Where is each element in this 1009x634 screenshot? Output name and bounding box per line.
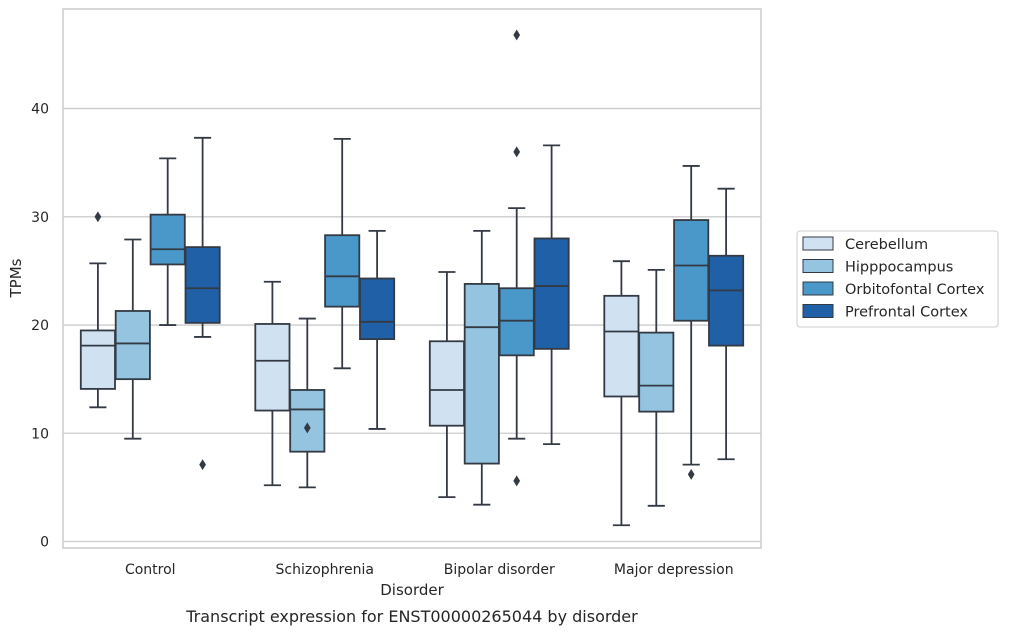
box-iqr xyxy=(79,329,116,390)
x-tick-label: Bipolar disorder xyxy=(444,562,555,578)
legend-swatch xyxy=(802,259,834,273)
box-2 xyxy=(533,144,570,445)
box-3 xyxy=(708,187,745,461)
x-tick-label: Schizophrenia xyxy=(276,562,374,578)
box-iqr xyxy=(184,246,221,324)
box-2 xyxy=(428,271,465,499)
y-tick-label: 10 xyxy=(31,426,49,442)
outlier-point xyxy=(199,459,206,471)
box-0 xyxy=(114,238,151,440)
box-2 xyxy=(498,29,535,487)
box-3 xyxy=(638,268,675,507)
legend-swatch xyxy=(802,236,834,251)
box-iqr xyxy=(673,219,710,322)
box-3 xyxy=(603,260,640,527)
chart-title: Transcript expression for ENST0000026504… xyxy=(185,607,638,626)
box-0 xyxy=(184,136,221,471)
legend-entry: Prefrontal Cortex xyxy=(845,305,968,321)
series-hipppocampus xyxy=(114,229,675,507)
legend-entry: Orbitofontal Cortex xyxy=(845,282,985,298)
box-1 xyxy=(324,137,361,370)
y-tick-label: 30 xyxy=(31,210,49,226)
x-axis-title: Disorder xyxy=(380,581,444,599)
outlier-point xyxy=(513,29,521,41)
legend: Cerebellum Hipppocampus Orbitofontal Corte… xyxy=(796,230,999,328)
y-axis-ticks: 0 10 20 30 40 xyxy=(31,102,49,551)
legend-swatch xyxy=(802,281,834,296)
box-1 xyxy=(359,229,396,430)
box-0 xyxy=(79,211,116,409)
legend-entry: Cerebellum xyxy=(845,237,928,253)
y-tick-label: 0 xyxy=(40,535,49,551)
box-iqr xyxy=(708,254,745,347)
legend-swatch xyxy=(802,304,834,318)
outlier-point xyxy=(513,146,521,158)
x-tick-label: Major depression xyxy=(614,562,734,578)
y-tick-label: 40 xyxy=(31,102,49,118)
box-iqr xyxy=(324,234,361,308)
box-iqr xyxy=(463,283,500,465)
legend-entry: Hipppocampus xyxy=(845,260,953,276)
box-iqr xyxy=(289,389,326,453)
box-iqr xyxy=(498,287,535,357)
box-iqr xyxy=(603,294,640,398)
y-axis-title: TPMs xyxy=(7,258,25,298)
box-iqr xyxy=(149,213,186,266)
box-iqr xyxy=(533,237,570,350)
box-3 xyxy=(673,165,710,480)
series-prefrontal-cortex xyxy=(184,136,745,471)
y-tick-label: 20 xyxy=(31,318,49,334)
outlier-point xyxy=(687,468,695,480)
legend-frame xyxy=(796,230,999,328)
box-1 xyxy=(254,280,291,487)
box-iqr xyxy=(428,340,465,427)
outlier-point xyxy=(94,211,102,223)
box-iqr xyxy=(254,323,291,412)
outlier-point xyxy=(513,475,521,487)
box-1 xyxy=(289,317,326,489)
box-iqr xyxy=(638,331,675,413)
box-iqr xyxy=(359,277,396,341)
box-iqr xyxy=(114,310,151,381)
x-axis-ticks: Control Schizophrenia Bipolar disorder Majo… xyxy=(125,562,734,578)
plot-frame xyxy=(62,8,762,549)
box-0 xyxy=(149,157,186,326)
outlier-point xyxy=(303,422,311,434)
box-2 xyxy=(463,229,500,506)
box-series xyxy=(79,29,745,527)
x-tick-label: Control xyxy=(125,562,176,578)
series-orbitofontal-cortex xyxy=(149,29,710,487)
